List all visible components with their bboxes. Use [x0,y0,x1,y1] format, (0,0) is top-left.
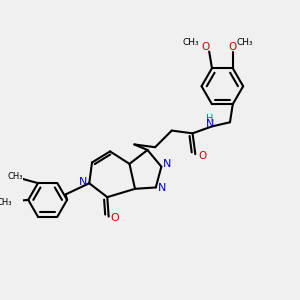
Text: N: N [158,183,166,193]
Text: N: N [163,159,171,170]
Text: CH₃: CH₃ [237,38,253,47]
Text: N: N [79,177,87,187]
Text: CH₃: CH₃ [183,38,200,47]
Text: O: O [198,151,206,160]
Text: CH₃: CH₃ [0,198,12,207]
Text: O: O [110,213,119,223]
Text: N: N [206,118,214,129]
Text: CH₃: CH₃ [7,172,23,181]
Text: H: H [206,115,213,124]
Text: O: O [229,42,237,52]
Text: O: O [201,42,209,52]
